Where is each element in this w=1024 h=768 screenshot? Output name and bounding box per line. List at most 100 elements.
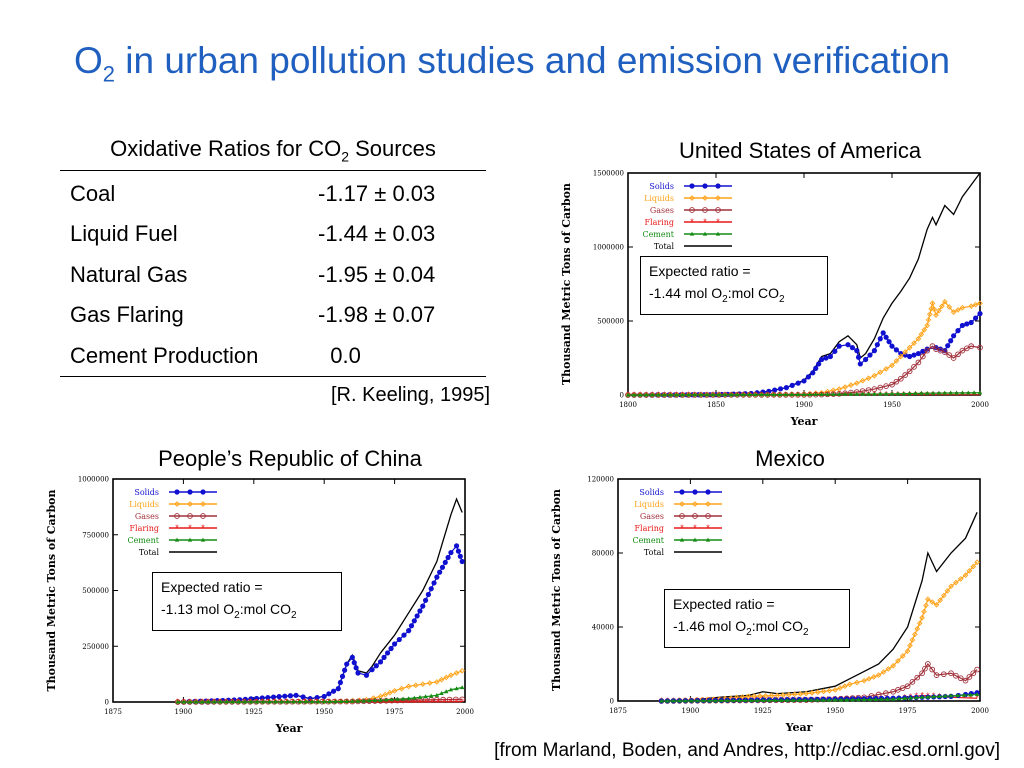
cement-point [291,699,296,704]
gases-point [906,368,913,375]
x-tick-label: 1900 [795,401,813,409]
solids-point [457,553,463,559]
cement-point [779,697,784,702]
solids-point [455,548,462,554]
cement-point [662,392,667,397]
gases-point [925,661,931,667]
cement-point [400,696,406,701]
cement-point [971,390,977,395]
gases-point [875,691,882,698]
gases-point [963,345,970,352]
flaring-point: * [418,697,422,707]
liquids-point [419,681,426,687]
solids-point [783,385,789,391]
cement-point [809,697,814,702]
cement-point [625,392,631,397]
liquids-point [923,602,929,609]
cement-point [913,391,918,396]
liquids-point [950,309,957,315]
gases-point [679,513,685,519]
cement-point [333,699,338,704]
solids-point [417,608,423,614]
solids-point [300,694,306,700]
cement-point [895,391,901,396]
solids-point [414,613,420,619]
solids-point [381,654,387,660]
y-tick-label: 0 [620,392,624,400]
gases-point [911,364,917,370]
legend-label: Cement [632,536,664,545]
cement-point [954,390,959,395]
cement-point [668,392,673,397]
solids-point [342,667,348,673]
cement-point [297,699,302,704]
legend-label: Total [654,242,675,251]
liquids-point [679,501,685,507]
cement-point [966,390,971,395]
solids-point [276,694,282,700]
liquids-point [786,691,792,698]
gases-point [692,513,698,519]
solids-point [772,387,778,393]
liquids-point [448,672,454,679]
cement-point [901,391,906,396]
solids-point [434,574,440,580]
liquids-point [924,322,931,329]
solids-point [945,343,951,349]
solids-point [924,346,930,352]
solids-point [339,673,346,679]
liquids-point [899,653,906,659]
solids-point [293,692,299,698]
flaring-point: * [703,217,707,227]
solids-point [854,348,860,354]
solids-point [377,659,384,665]
cement-point [773,697,778,702]
liquids-point [846,681,853,688]
cement-point [212,699,217,704]
solids-point [411,618,417,624]
liquids-point [933,601,940,608]
solids-point [420,603,426,609]
solids-point [401,632,407,638]
solids-point [349,654,355,660]
solids-point [200,489,206,495]
x-tick-label: 1850 [707,401,725,409]
callout-mexico: Expected ratio = -1.46 mol O2:mol CO2 [664,589,850,648]
legend-label: Gases [135,512,159,521]
cement-point [679,537,685,542]
cement-point [797,697,802,702]
liquids-point [757,693,763,699]
solids-point [973,315,979,321]
y-tick-label: 1500000 [593,170,624,178]
solids-point [287,693,294,699]
cement-point [854,391,859,396]
cement-point [878,391,883,396]
cement-point [193,699,199,704]
solids-point [174,489,180,495]
x-tick-label: 1975 [899,707,917,715]
solids-point [330,688,337,694]
liquids-point [387,689,393,696]
cement-point [943,693,948,698]
gases-point [897,375,904,382]
x-tick-label: 1950 [883,401,901,409]
table-title: Oxidative Ratios for CO2 Sources [110,136,436,165]
solids-point [679,489,685,495]
x-tick-label: 1900 [681,707,699,715]
solids-point [187,489,193,495]
liquids-point [909,637,916,643]
gases-point [919,670,925,677]
cement-point [715,231,721,236]
cement-point [704,392,710,397]
footer-citation: [from Marland, Boden, and Andres, http:/… [494,740,1000,761]
mexico-emissions-chart: 0 40000 80000 120000 1875 1900 1925 1950 1975 200… [550,476,989,735]
liquids-point [970,563,977,570]
solids-point [951,333,957,339]
cement-point [674,392,679,397]
flaring-point: * [975,693,979,703]
cement-point [206,699,211,704]
cement-point [791,697,796,702]
cement-point [174,537,180,542]
solids-point [915,350,921,357]
legend-label: Solids [134,488,159,497]
